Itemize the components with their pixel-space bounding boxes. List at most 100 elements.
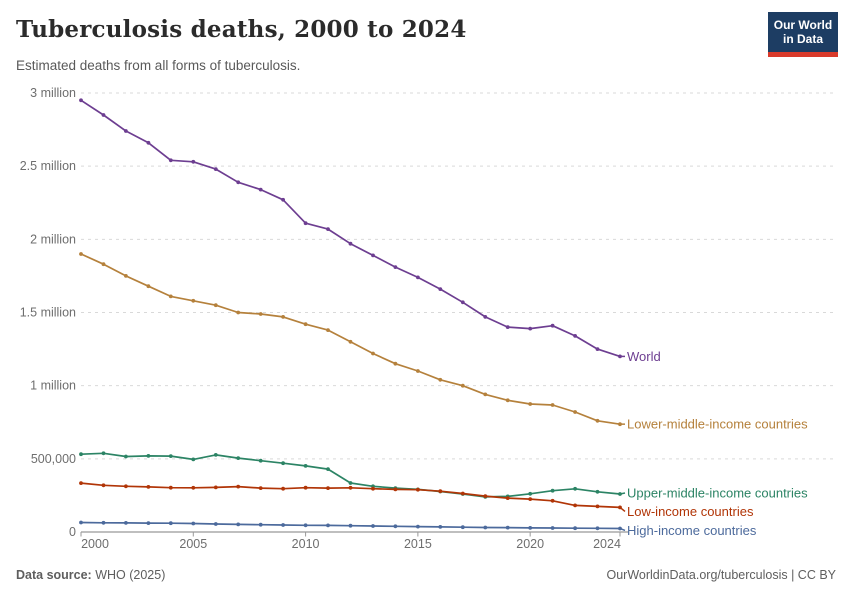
data-point — [550, 323, 555, 328]
data-point — [236, 456, 241, 460]
x-axis-tick-label: 2020 — [516, 537, 544, 551]
data-point — [505, 325, 510, 329]
x-axis-tick-label: 2000 — [81, 537, 109, 551]
data-point — [618, 422, 622, 427]
data-point — [303, 464, 308, 468]
x-axis-tick-label: 2010 — [292, 537, 320, 551]
data-point — [146, 521, 151, 525]
data-point — [550, 498, 555, 503]
data-point — [191, 159, 196, 164]
data-source-value: WHO (2025) — [91, 568, 166, 582]
data-point — [460, 491, 465, 496]
data-point — [213, 167, 218, 172]
data-point — [236, 522, 241, 527]
data-point — [258, 486, 263, 490]
data-point — [416, 524, 420, 529]
data-point — [371, 253, 375, 258]
data-point — [416, 487, 420, 492]
data-point — [348, 523, 353, 528]
data-point — [79, 481, 83, 485]
y-axis-tick-label: 1 million — [30, 379, 76, 393]
data-point — [483, 525, 488, 530]
data-point — [303, 523, 308, 528]
series-label-high-income-countries[interactable]: High-income countries — [627, 523, 757, 538]
data-point — [326, 467, 330, 471]
series-line — [80, 99, 621, 358]
data-point — [101, 483, 106, 488]
data-point — [303, 322, 308, 327]
credit-link[interactable]: OurWorldinData.org/tuberculosis | CC BY — [606, 568, 837, 582]
data-point — [371, 486, 375, 491]
data-point — [124, 274, 128, 278]
data-point — [146, 485, 151, 489]
data-point — [213, 522, 218, 526]
data-point — [213, 485, 218, 490]
data-point — [618, 505, 622, 510]
data-point — [146, 140, 151, 145]
series-label-lower-middle-income-countries[interactable]: Lower-middle-income countries — [627, 417, 808, 432]
owid-logo[interactable]: Our World in Data — [768, 12, 838, 57]
data-point — [168, 521, 173, 526]
data-point — [191, 298, 196, 303]
data-point — [146, 454, 151, 458]
data-point — [528, 491, 533, 496]
data-point — [79, 520, 83, 525]
data-point — [393, 265, 398, 269]
data-point — [618, 354, 622, 359]
series-line — [80, 253, 621, 426]
data-point — [213, 453, 218, 457]
data-point — [460, 300, 465, 305]
chart-subtitle: Estimated deaths from all forms of tuber… — [16, 58, 301, 73]
data-point — [528, 402, 533, 406]
data-point — [483, 494, 488, 498]
data-point — [573, 503, 577, 508]
data-point — [573, 334, 577, 338]
data-point — [595, 526, 600, 531]
y-axis-tick-label: 2 million — [30, 232, 76, 246]
data-point — [281, 197, 285, 202]
data-point — [326, 523, 330, 528]
data-point — [371, 524, 375, 528]
data-point — [303, 221, 308, 226]
data-point — [124, 454, 128, 459]
data-point — [124, 521, 128, 525]
y-axis-tick-label: 2.5 million — [20, 159, 76, 173]
data-point — [146, 284, 151, 289]
data-point — [550, 526, 555, 530]
data-point — [416, 369, 420, 373]
data-point — [124, 484, 128, 489]
data-point — [618, 526, 622, 531]
data-point — [281, 486, 285, 491]
data-point — [573, 410, 577, 414]
data-point — [236, 310, 241, 315]
data-point — [528, 326, 533, 331]
series-lower-middle-income-countries: Lower-middle-income countries — [79, 252, 808, 432]
data-point — [348, 481, 353, 485]
data-point — [101, 113, 106, 117]
data-point — [191, 521, 196, 526]
owid-logo-line2: in Data — [782, 32, 823, 46]
data-point — [371, 351, 375, 356]
series-label-world[interactable]: World — [627, 349, 661, 364]
data-point — [438, 525, 443, 529]
data-point — [528, 526, 533, 530]
data-point — [236, 180, 241, 185]
data-point — [191, 485, 196, 490]
series-upper-middle-income-countries: Upper-middle-income countries — [79, 451, 808, 500]
data-point — [528, 497, 533, 501]
data-point — [393, 361, 398, 366]
series-label-low-income-countries[interactable]: Low-income countries — [627, 504, 754, 519]
data-point — [550, 403, 555, 407]
series-low-income-countries: Low-income countries — [79, 481, 754, 519]
series-label-upper-middle-income-countries[interactable]: Upper-middle-income countries — [627, 485, 808, 500]
data-point — [348, 241, 353, 246]
chart-footer: Data source: WHO (2025) OurWorldinData.o… — [16, 568, 836, 582]
data-point — [505, 525, 510, 530]
data-point — [258, 187, 263, 192]
data-point — [101, 262, 106, 267]
data-point — [281, 523, 285, 527]
data-point — [550, 488, 555, 493]
data-point — [79, 252, 83, 256]
data-point — [348, 485, 353, 490]
